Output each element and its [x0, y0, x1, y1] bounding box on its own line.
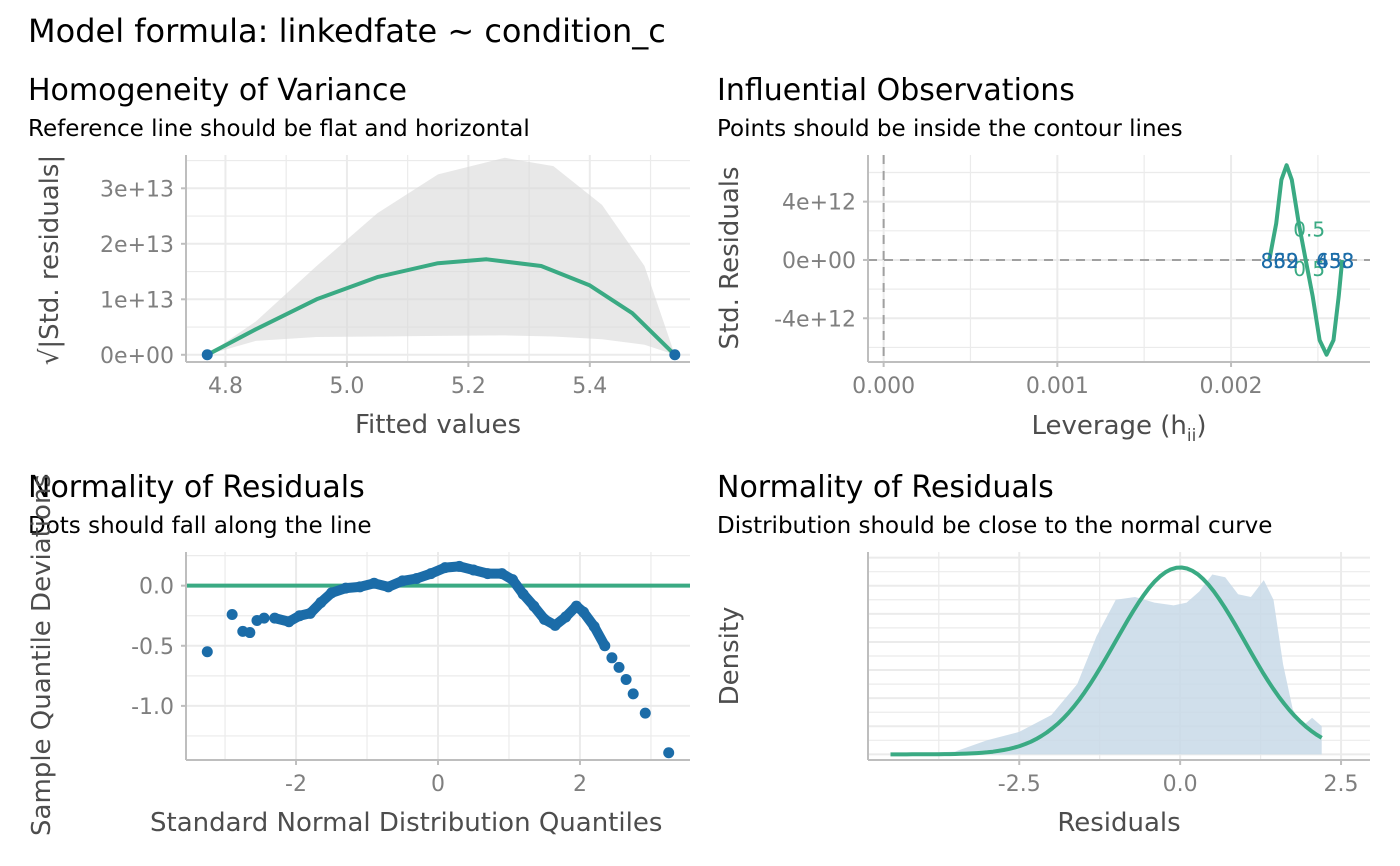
y-tick-label: 4e+12 — [782, 191, 856, 216]
qq-point — [549, 619, 561, 631]
qq-point — [578, 606, 590, 618]
qq-point — [517, 588, 529, 600]
x-axis-label-main: Leverage (h — [1031, 411, 1186, 441]
panel-subtitle: Reference line should be flat and horizo… — [28, 116, 530, 142]
y-tick-label: 3e+13 — [100, 177, 174, 202]
y-tick-label: 0e+00 — [782, 249, 856, 274]
qq-point — [283, 616, 295, 628]
qq-point — [453, 560, 465, 572]
qq-point — [482, 568, 494, 580]
qq-point — [528, 600, 540, 612]
x-tick-label: -2.5 — [998, 772, 1041, 797]
smooth-line — [206, 257, 677, 357]
point-label: 869 — [1261, 249, 1299, 273]
qq-point — [411, 572, 423, 584]
confidence-band — [207, 157, 675, 355]
x-tick-label: 0.001 — [1026, 374, 1089, 399]
panel-homogeneity-of-variance: Homogeneity of Variance Reference line s… — [28, 73, 690, 440]
qq-point — [507, 574, 519, 586]
y-tick-label: 2e+13 — [100, 233, 174, 258]
qq-point — [326, 587, 338, 599]
x-axis-label: Fitted values — [355, 410, 521, 440]
point-label: 653 — [1316, 249, 1354, 273]
qq-point — [599, 640, 611, 652]
qq-point — [439, 562, 451, 574]
panel-subtitle: Distribution should be close to the norm… — [717, 513, 1272, 539]
x-tick-label: 0.0 — [1163, 772, 1198, 797]
qq-point — [368, 577, 380, 589]
qq-point — [538, 613, 550, 625]
normal-curve — [890, 565, 1323, 757]
x-axis-label: Residuals — [1057, 808, 1180, 838]
qq-point — [226, 609, 238, 621]
data-point — [669, 349, 681, 361]
panel-title: Normality of Residuals — [717, 470, 1054, 505]
x-tick-label: 2.5 — [1324, 772, 1359, 797]
qq-point — [340, 582, 352, 594]
y-tick-label: 1e+13 — [100, 288, 174, 313]
x-tick-label: 5.0 — [329, 374, 364, 399]
qq-point — [269, 612, 281, 624]
y-axis-label: Std. Residuals — [715, 166, 745, 349]
qq-point — [467, 564, 479, 576]
panel-title: Homogeneity of Variance — [28, 73, 407, 108]
x-tick-label: 2 — [573, 772, 587, 797]
x-tick-label: -2 — [285, 772, 307, 797]
qq-point — [244, 627, 256, 639]
qq-point-cloud — [269, 561, 610, 651]
qq-point — [588, 621, 600, 633]
panel-normality-qq: Normality of Residuals Dots should fall … — [27, 470, 690, 838]
qq-point — [613, 661, 625, 673]
x-axis-label: Standard Normal Distribution Quantiles — [150, 808, 662, 838]
y-axis-label: √|Std. residuals| — [35, 155, 65, 365]
qq-point — [639, 707, 651, 719]
contour-label: 0.5 — [1293, 257, 1325, 281]
y-tick-label: -4e+12 — [774, 307, 856, 332]
cooks-distance-contour — [1267, 163, 1345, 357]
y-tick-label: 0e+00 — [100, 344, 174, 369]
y-tick-label: 0.0 — [139, 575, 174, 600]
qq-point — [560, 611, 572, 623]
y-tick-label: -1.0 — [131, 695, 174, 720]
panel-subtitle: Dots should fall along the line — [28, 513, 372, 539]
y-axis-label: Density — [715, 607, 745, 706]
x-tick-label: 4.8 — [208, 374, 243, 399]
x-tick-label: 0.002 — [1200, 374, 1263, 399]
x-axis-label-close: ) — [1196, 411, 1206, 441]
qq-point — [620, 673, 632, 685]
x-tick-label: 5.4 — [572, 374, 607, 399]
qq-point — [304, 607, 316, 619]
point-label: 832 — [1261, 249, 1299, 273]
qq-point — [425, 568, 437, 580]
qq-point — [258, 612, 270, 624]
y-axis-label: Sample Quantile Deviations — [27, 474, 57, 836]
qq-point — [663, 747, 675, 759]
figure-title: Model formula: linkedfate ~ condition_c — [28, 12, 666, 50]
qq-point — [294, 610, 306, 622]
qq-point — [397, 575, 409, 587]
x-axis-label-subscript: ii — [1187, 426, 1196, 446]
x-tick-label: 0.000 — [852, 374, 915, 399]
qq-point — [606, 652, 618, 664]
panel-title: Normality of Residuals — [28, 470, 365, 505]
qq-point — [201, 646, 213, 658]
qq-point — [382, 581, 394, 593]
panel-title: Influential Observations — [717, 73, 1075, 108]
x-tick-label: 0 — [431, 772, 445, 797]
panel-influential-observations: Influential Observations Points should b… — [715, 73, 1370, 446]
y-tick-label: -0.5 — [131, 635, 174, 660]
contour-label: 0.5 — [1293, 218, 1325, 242]
qq-point — [627, 688, 639, 700]
qq-point — [496, 568, 508, 580]
x-tick-label: 5.2 — [451, 374, 486, 399]
data-point — [201, 349, 213, 361]
point-label: 438 — [1316, 249, 1354, 273]
density-area — [890, 574, 1322, 755]
qq-point — [315, 596, 327, 608]
qq-point — [354, 581, 366, 593]
panel-normality-density: Normality of Residuals Distribution shou… — [715, 470, 1370, 838]
panel-subtitle: Points should be inside the contour line… — [717, 116, 1183, 142]
x-axis-label: Leverage (hii) — [1031, 411, 1206, 446]
